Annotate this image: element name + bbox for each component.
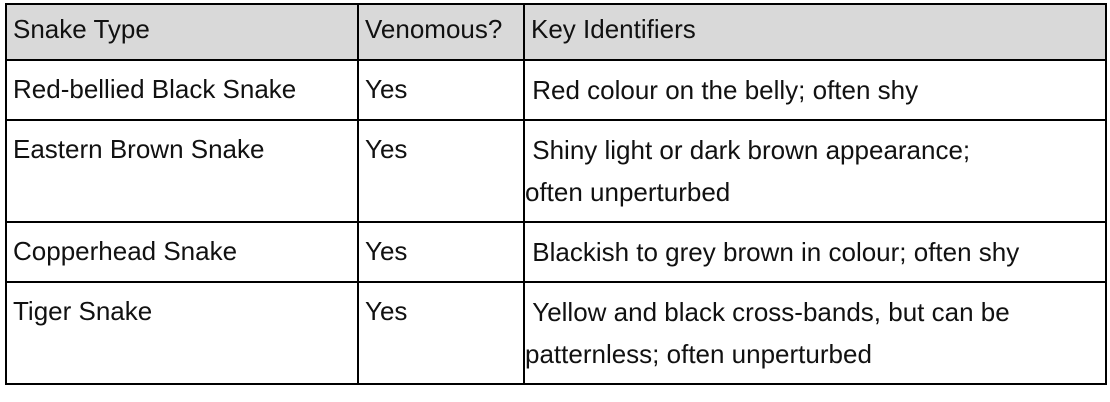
- table-row: Copperhead Snake Yes Blackish to grey br…: [5, 221, 1107, 283]
- header-venomous: Venomous?: [357, 3, 525, 61]
- key-identifiers-cell: Blackish to grey brown in colour; often …: [523, 221, 1107, 283]
- key-identifiers-cell: Shiny light or dark brown appearance; of…: [523, 119, 1107, 223]
- venomous-cell: Yes: [357, 281, 525, 385]
- key-identifiers-cell: Yellow and black cross-bands, but can be…: [523, 281, 1107, 385]
- snake-type-cell: Red-bellied Black Snake: [5, 59, 359, 121]
- snake-table: Snake Type Venomous? Key Identifiers Red…: [5, 3, 1107, 385]
- table-header-row: Snake Type Venomous? Key Identifiers: [5, 3, 1107, 61]
- table-row: Eastern Brown Snake Yes Shiny light or d…: [5, 119, 1107, 223]
- key-identifiers-cell: Red colour on the belly; often shy: [523, 59, 1107, 121]
- table-row: Tiger Snake Yes Yellow and black cross-b…: [5, 281, 1107, 385]
- snake-type-cell: Copperhead Snake: [5, 221, 359, 283]
- table-row: Red-bellied Black Snake Yes Red colour o…: [5, 59, 1107, 121]
- venomous-cell: Yes: [357, 221, 525, 283]
- venomous-cell: Yes: [357, 59, 525, 121]
- snake-type-cell: Tiger Snake: [5, 281, 359, 385]
- snake-type-cell: Eastern Brown Snake: [5, 119, 359, 223]
- header-snake-type: Snake Type: [5, 3, 359, 61]
- header-key-identifiers: Key Identifiers: [523, 3, 1107, 61]
- venomous-cell: Yes: [357, 119, 525, 223]
